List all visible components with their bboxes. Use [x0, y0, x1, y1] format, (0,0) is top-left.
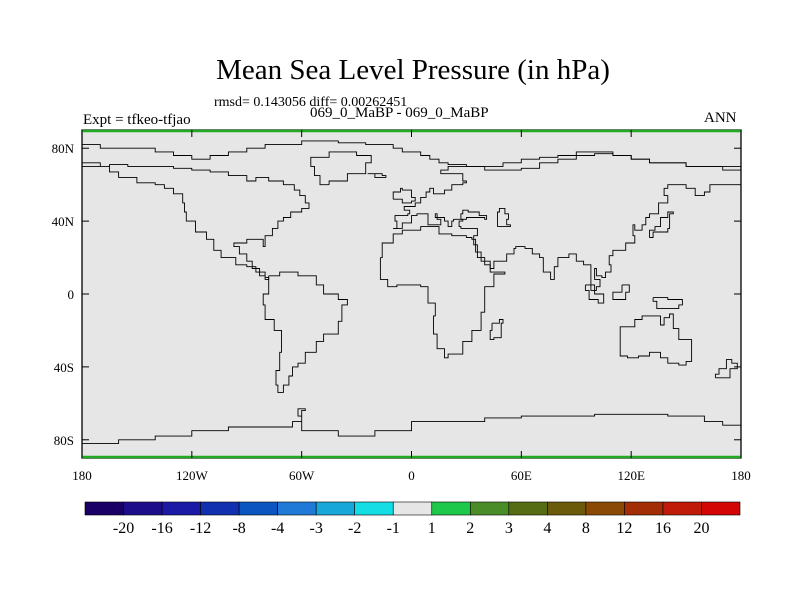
colorbar-label: -8: [232, 520, 245, 537]
colorbar-swatch: [701, 501, 741, 516]
colorbar-label: 3: [505, 520, 513, 537]
colorbar-swatch: [508, 501, 548, 516]
y-tick-label: 80S: [54, 433, 74, 448]
colorbar-label: -12: [190, 520, 211, 537]
colorbar-swatch: [469, 501, 510, 516]
colorbar-label: 12: [616, 520, 632, 537]
coastline-4: [392, 187, 416, 204]
x-tick-label: 180: [731, 468, 751, 483]
y-tick-label: 80N: [52, 141, 75, 156]
colorbar-swatch: [392, 501, 433, 516]
coastline-11: [497, 207, 511, 228]
colorbar-label: -16: [151, 520, 172, 537]
y-tick-label: 40N: [52, 214, 75, 229]
x-tick-label: 120W: [176, 468, 209, 483]
x-tick-label: 60W: [289, 468, 315, 483]
axis-ticks: 180 120W 60W 0 60E 120E 180 80N 40N 0 40S 80S: [52, 130, 751, 483]
coastline-12: [649, 211, 674, 238]
coastline-5: [262, 271, 348, 393]
colorbar-label: 2: [466, 520, 474, 537]
colorbar-label: -4: [271, 520, 284, 537]
coastline-8: [393, 153, 742, 229]
coastline-7: [489, 319, 504, 341]
colorbar-swatch: [585, 501, 625, 516]
y-tick-label: 0: [68, 287, 75, 302]
colorbar-label: 4: [543, 520, 551, 537]
colorbar-swatch: [315, 501, 356, 516]
colorbar-swatch: [662, 501, 702, 516]
coastline-14: [612, 284, 630, 300]
coastline-16: [619, 313, 693, 366]
x-tick-label: 60E: [511, 468, 532, 483]
colorbar-label: 8: [582, 520, 590, 537]
season-label: ANN: [704, 110, 737, 126]
colorbar-swatch: [624, 501, 664, 516]
colorbar-label: -3: [310, 520, 323, 537]
colorbar-swatch: [431, 501, 471, 516]
colorbar-swatch: [123, 501, 163, 516]
colorbar-swatch: [354, 501, 394, 516]
coastline-18: [82, 408, 742, 444]
coastline-15: [652, 297, 683, 310]
coastline-3: [367, 173, 387, 178]
coastline-17: [714, 359, 738, 379]
colorbar-swatch: [161, 501, 201, 516]
coastline-9: [393, 184, 741, 291]
colorbar-label: 20: [693, 520, 709, 537]
stats-label: rmsd= 0.143056 diff= 0.00262451: [214, 95, 408, 110]
field-area: [82, 130, 741, 458]
y-tick-label: 40S: [54, 360, 74, 375]
colorbar: -20 -16 -12 -8 -4 -3 -2 -1 1 2 3 4 8 12 16 20: [84, 501, 741, 537]
coastline-10: [460, 209, 488, 220]
colorbar-label: 1: [428, 520, 436, 537]
colorbar-swatch: [238, 501, 278, 516]
coastline-1: [81, 162, 310, 280]
coastline-6: [379, 226, 506, 359]
colorbar-label: -20: [113, 520, 134, 537]
case-subtitle: 069_0_MaBP - 069_0_MaBP: [310, 105, 489, 121]
coastlines: [81, 140, 742, 444]
colorbar-swatch: [200, 501, 240, 516]
colorbar-swatch: [277, 501, 317, 516]
chart-title: Mean Sea Level Pressure (in hPa): [216, 54, 610, 86]
x-tick-label: 120E: [617, 468, 645, 483]
colorbar-label: 16: [655, 520, 671, 537]
colorbar-swatch: [547, 501, 587, 516]
experiment-label: Expt = tfkeo-tfjao: [83, 112, 191, 128]
x-tick-label: 180: [72, 468, 92, 483]
colorbar-label: -1: [387, 520, 400, 537]
coastline-13: [584, 284, 605, 304]
coastline-2: [310, 151, 372, 186]
x-tick-label: 0: [408, 468, 415, 483]
colorbar-label: -2: [348, 520, 361, 537]
colorbar-swatch: [84, 501, 124, 516]
